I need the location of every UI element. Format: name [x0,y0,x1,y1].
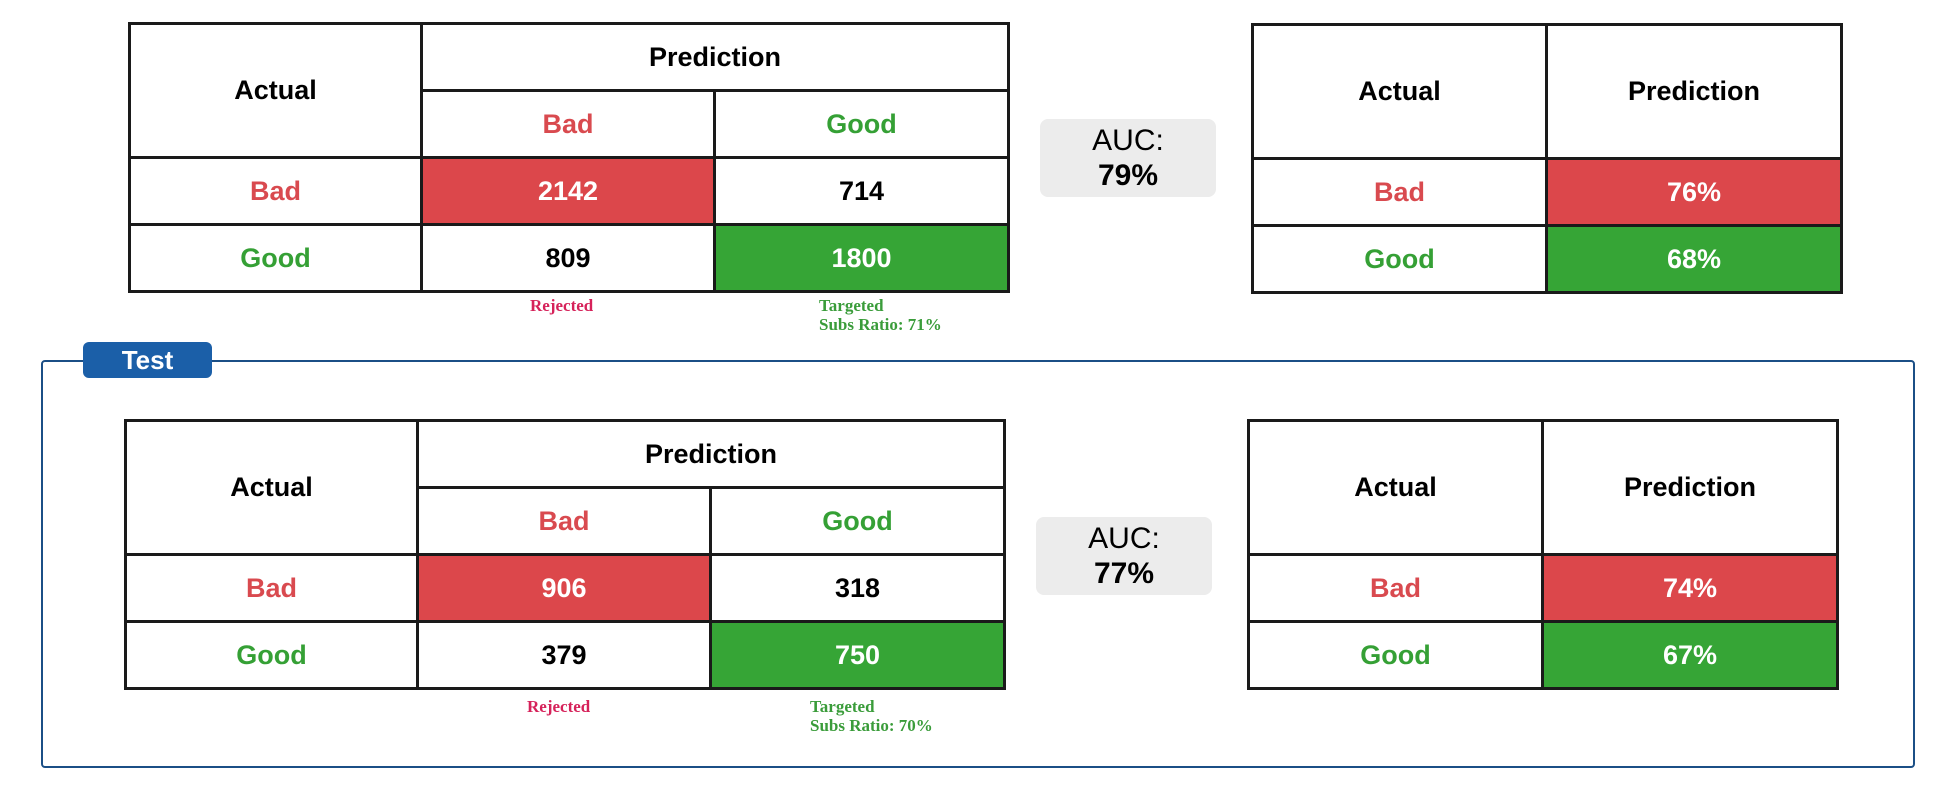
actual-good-label: Good [124,620,419,690]
prediction-header: Prediction [416,419,1006,489]
predicted-bad-header: Bad [420,89,716,159]
test-section [41,360,1915,768]
false-bad-count: 379 [416,620,712,690]
auc-badge: AUC: 79% [1040,119,1216,197]
actual-good-label: Good [1251,224,1548,294]
true-bad-count: 906 [416,553,712,623]
false-bad-count: 809 [420,223,716,293]
prediction-header: Prediction [420,22,1010,92]
test-rate-table: Actual Prediction Bad 74% Good 67% [1247,419,1839,690]
prediction-header: Prediction [1541,419,1839,556]
bad-rate: 76% [1545,157,1843,227]
actual-bad-label: Bad [128,156,423,226]
auc-label: AUC: [1088,522,1160,555]
actual-header: Actual [124,419,419,556]
rejected-note: Rejected [530,296,594,315]
actual-good-label: Good [128,223,423,293]
test-confusion-matrix: Actual Prediction Bad Good Bad 906 318 G… [124,419,1006,690]
actual-header: Actual [128,22,423,159]
subs-ratio-label: Subs Ratio: 71% [819,315,942,334]
train-confusion-matrix: Actual Prediction Bad Good Bad 2142 714 … [128,22,1010,293]
predicted-bad-header: Bad [416,486,712,556]
targeted-note: Targeted Subs Ratio: 70% [810,697,933,735]
actual-bad-label: Bad [1247,553,1544,623]
auc-badge: AUC: 77% [1036,517,1212,595]
prediction-header: Prediction [1545,23,1843,160]
auc-label: AUC: [1092,124,1164,157]
actual-bad-label: Bad [1251,157,1548,227]
subs-ratio-label: Subs Ratio: 70% [810,716,933,735]
predicted-good-header: Good [713,89,1010,159]
false-good-count: 318 [709,553,1006,623]
good-rate: 68% [1545,224,1843,294]
bad-rate: 74% [1541,553,1839,623]
targeted-note: Targeted Subs Ratio: 71% [819,296,942,334]
train-rate-table: Actual Prediction Bad 76% Good 68% [1251,23,1843,294]
predicted-good-header: Good [709,486,1006,556]
rejected-note: Rejected [527,697,591,716]
targeted-label: Targeted [819,296,884,315]
good-rate: 67% [1541,620,1839,690]
true-good-count: 750 [709,620,1006,690]
actual-header: Actual [1251,23,1548,160]
true-bad-count: 2142 [420,156,716,226]
targeted-label: Targeted [810,697,875,716]
auc-value: 79% [1097,159,1159,192]
actual-bad-label: Bad [124,553,419,623]
false-good-count: 714 [713,156,1010,226]
actual-header: Actual [1247,419,1544,556]
actual-good-label: Good [1247,620,1544,690]
test-section-tab: Test [83,342,212,378]
auc-value: 77% [1093,557,1155,590]
true-good-count: 1800 [713,223,1010,293]
